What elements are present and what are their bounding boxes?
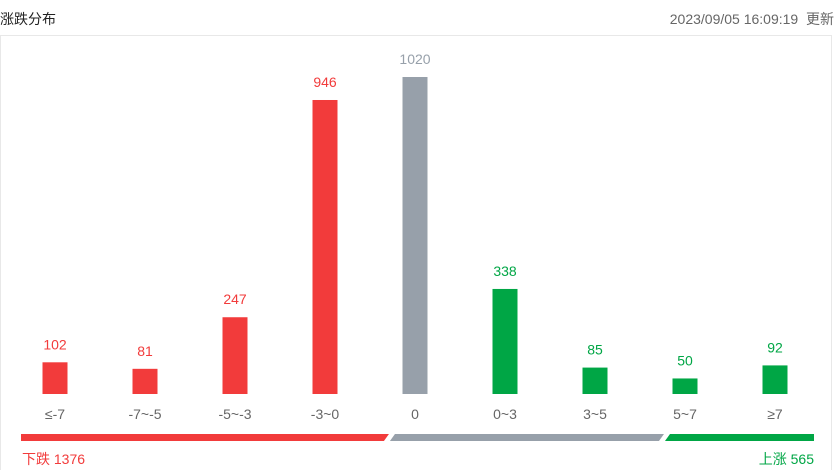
bar: [492, 288, 518, 394]
page-title: 涨跌分布: [0, 11, 56, 27]
up-total: 565: [790, 451, 814, 467]
bar: [402, 77, 428, 394]
data-label: 50: [677, 352, 693, 368]
up-ratio-bar: [664, 434, 814, 441]
down-label: 下跌: [22, 451, 50, 467]
bar: [582, 367, 608, 394]
x-tick-label: 0: [411, 406, 419, 422]
x-tick-label: ≥7: [767, 406, 783, 422]
bar: [132, 368, 158, 394]
x-tick-label: 3~5: [583, 406, 607, 422]
bar: [672, 378, 698, 394]
refresh-label[interactable]: 更新: [806, 11, 834, 27]
up-summary: 上涨 565: [759, 449, 814, 469]
down-total: 1376: [53, 451, 86, 467]
bar: [222, 317, 248, 394]
update-timestamp: 2023/09/05 16:09:19 更新: [670, 9, 834, 29]
x-tick-label: 5~7: [673, 406, 697, 422]
up-label: 上涨: [758, 451, 787, 467]
x-tick-label: 0~3: [493, 406, 517, 422]
x-tick-label: -7~-5: [128, 406, 161, 422]
data-label: 338: [493, 263, 517, 279]
x-tick-label: -3~0: [311, 406, 340, 422]
data-label: 92: [767, 339, 783, 355]
x-tick-label: -5~-3: [218, 406, 251, 422]
down-summary: 下跌 1376: [22, 449, 85, 469]
data-label: 946: [313, 74, 337, 90]
timestamp-value: 2023/09/05 16:09:19: [669, 11, 799, 27]
data-label: 247: [223, 291, 247, 307]
data-label: 85: [587, 342, 603, 358]
chart-panel: [0, 35, 832, 470]
header: 涨跌分布 2023/09/05 16:09:19 更新: [0, 0, 834, 34]
down-ratio-bar: [21, 434, 389, 441]
flat-ratio-bar: [389, 434, 664, 441]
bar: [312, 99, 338, 394]
data-label: 102: [43, 336, 67, 352]
x-tick-label: ≤-7: [45, 406, 65, 422]
bar: [42, 362, 68, 394]
data-label: 1020: [399, 51, 430, 67]
bar: [762, 365, 788, 394]
data-label: 81: [137, 343, 153, 359]
